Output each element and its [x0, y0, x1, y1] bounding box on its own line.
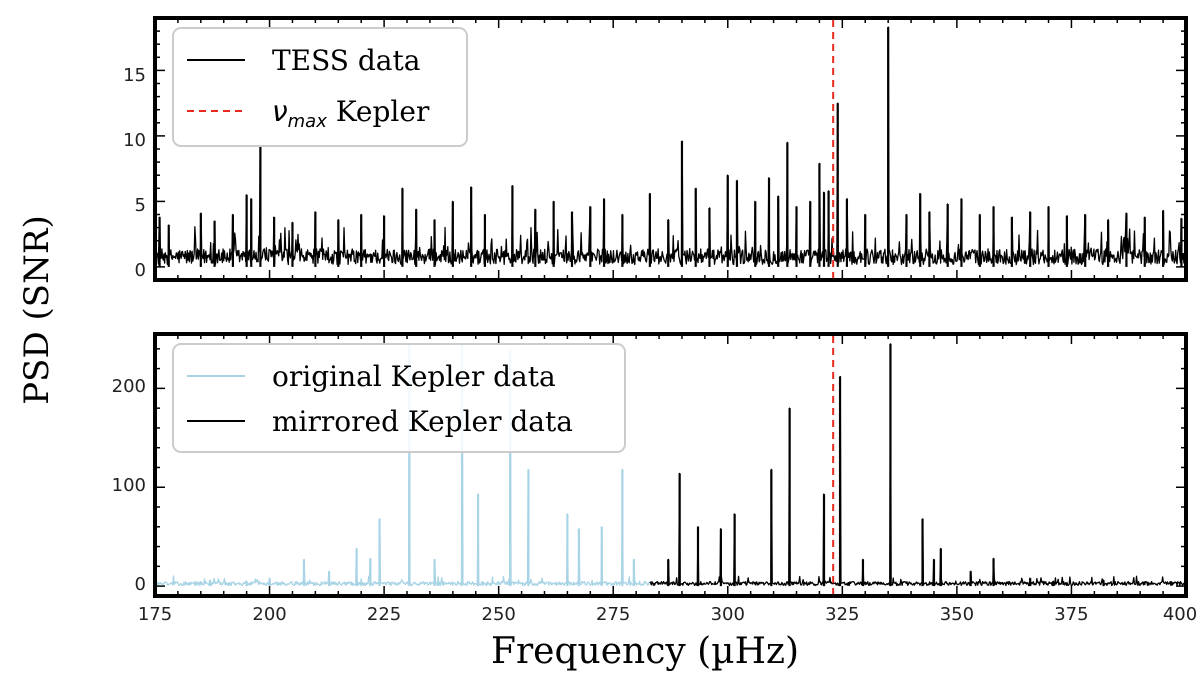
- xtick-label: 275: [596, 604, 630, 625]
- bottom-legend: original Kepler data mirrored Kepler dat…: [172, 343, 626, 453]
- legend-label-tess: TESS data: [272, 44, 420, 77]
- top-ytick-label: 15: [123, 65, 146, 86]
- xtick-label: 350: [940, 604, 974, 625]
- xtick-label: 225: [367, 604, 401, 625]
- legend-label-mirrored: mirrored Kepler data: [272, 405, 573, 438]
- y-axis-title: PSD (SNR): [17, 215, 57, 404]
- panel-bottom: 0 100 200 175 200 225 250 275 300 325 35…: [112, 332, 1197, 625]
- bottom-series-mirrored: [649, 343, 1187, 587]
- xtick-label: 250: [482, 604, 516, 625]
- legend-box: [172, 343, 626, 453]
- xtick-label: 200: [252, 604, 286, 625]
- xtick-label: 375: [1054, 604, 1088, 625]
- legend-box: [172, 27, 468, 147]
- legend-label-numax-symbol: ν: [272, 95, 288, 128]
- top-series: [154, 26, 1187, 267]
- xtick-label: 300: [711, 604, 745, 625]
- series-line: [154, 26, 1187, 266]
- bottom-ytick-label: 100: [112, 475, 146, 496]
- legend-label-numax-subscript: max: [288, 111, 328, 132]
- series-line: [649, 343, 1187, 587]
- top-ytick-label: 10: [123, 130, 146, 151]
- legend-label-original: original Kepler data: [272, 360, 556, 393]
- top-ytick-label: 0: [135, 260, 146, 281]
- top-ytick-label: 5: [135, 195, 146, 216]
- bottom-frame: [153, 332, 1188, 598]
- bottom-ytick-label: 0: [135, 574, 146, 595]
- xtick-label: 175: [138, 604, 172, 625]
- legend-label-numax: νmax Kepler: [272, 95, 430, 132]
- x-tick-labels: 175 200 225 250 275 300 325 350 375 400: [138, 604, 1197, 625]
- xtick-label: 325: [825, 604, 859, 625]
- legend-label-numax-suffix: Kepler: [327, 95, 430, 128]
- top-frame: [153, 16, 1188, 282]
- x-axis-title: Frequency (µHz): [491, 631, 799, 672]
- xtick-label: 400: [1163, 604, 1197, 625]
- bottom-ytick-label: 200: [112, 376, 146, 397]
- top-legend: TESS data νmax Kepler: [172, 27, 468, 147]
- panel-top: 0 5 10 15 TESS data νmax Kepler: [123, 16, 1188, 282]
